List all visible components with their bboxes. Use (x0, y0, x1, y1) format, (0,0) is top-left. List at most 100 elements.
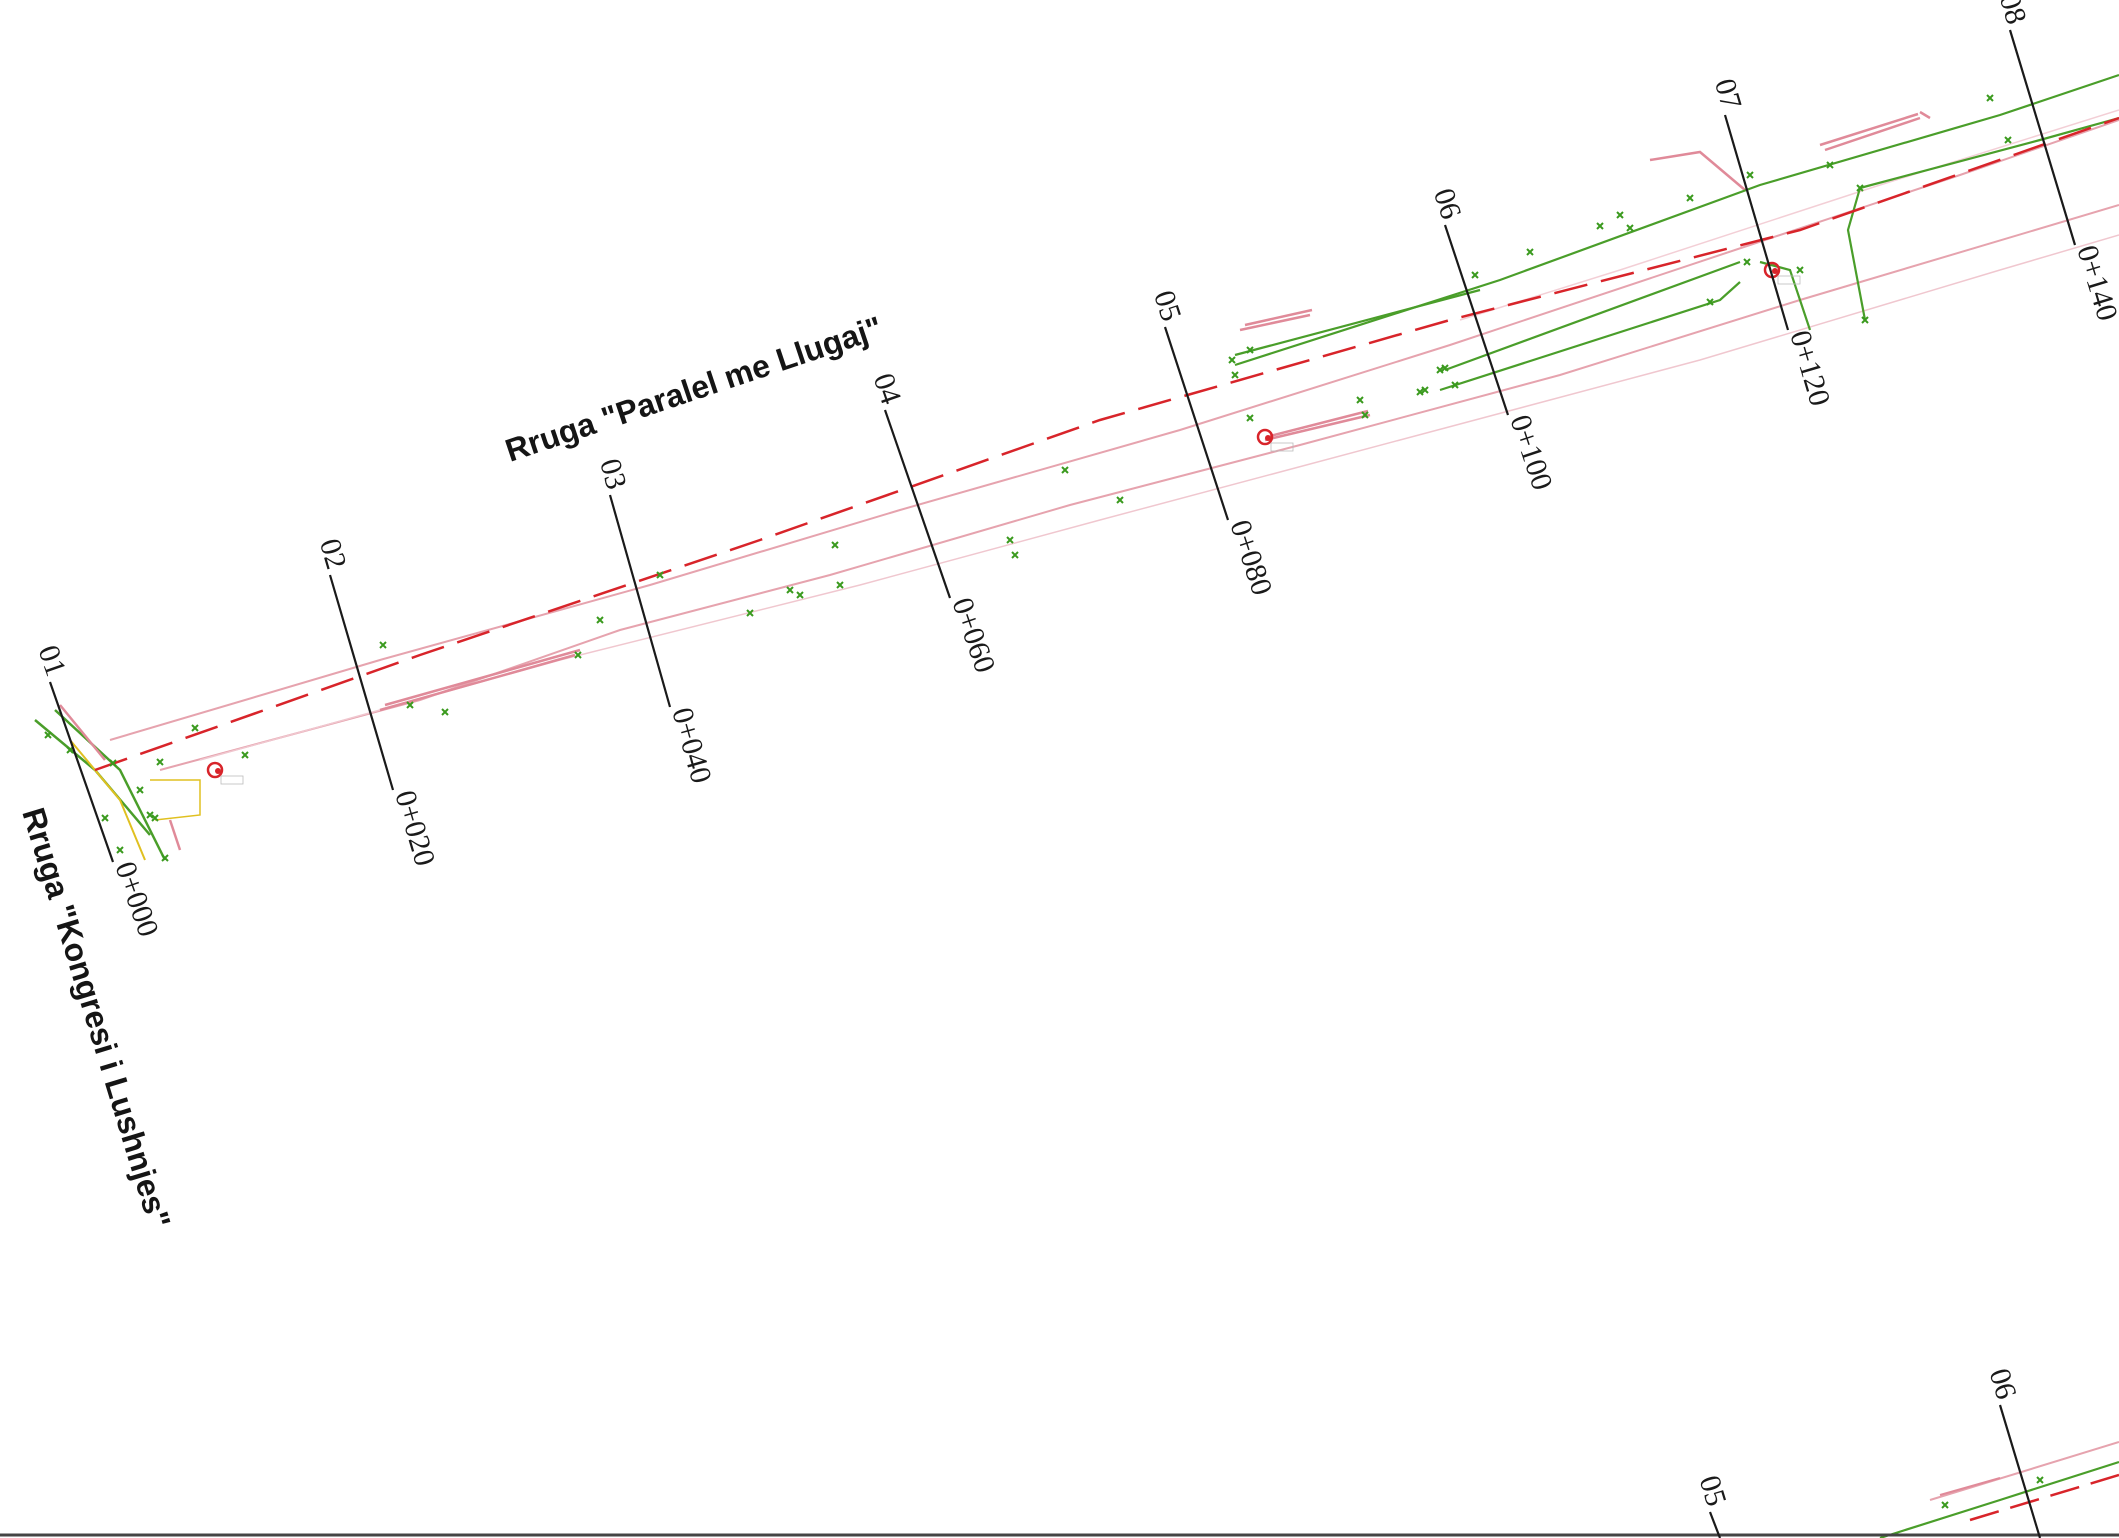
survey-point (596, 616, 604, 624)
survey-point (406, 701, 414, 709)
road-geometry (0, 73, 2119, 1538)
section-chainage-label: 0+000 (108, 857, 165, 941)
survey-point (1796, 266, 1804, 274)
survey-point (1246, 414, 1254, 422)
section-line-03 (608, 494, 672, 708)
junction-pink (59, 704, 182, 851)
lower-section-id-label: 05 (1693, 1472, 1733, 1510)
survey-point (1421, 386, 1429, 394)
survey-point (1986, 94, 1994, 102)
survey-point (136, 786, 144, 794)
road-edge-lower-2 (1439, 281, 1741, 392)
survey-point (151, 814, 159, 822)
pole-icon (1256, 428, 1294, 452)
survey-point (1061, 466, 1069, 474)
survey-point (1436, 366, 1444, 374)
pole-icon (206, 761, 244, 785)
survey-point (656, 571, 664, 579)
lower-cross-sections: 05 06 (1693, 1365, 2042, 1538)
survey-point (1616, 211, 1624, 219)
section-line-02 (328, 574, 395, 791)
wall-segment (379, 110, 1931, 712)
section-chainage-label: 0+020 (388, 787, 441, 870)
survey-point (109, 759, 117, 767)
section-id-label: 05 (1147, 286, 1188, 325)
survey-point (1706, 298, 1714, 306)
survey-point (1246, 346, 1254, 354)
survey-point (1526, 248, 1534, 256)
lower-road-edge (1879, 1460, 2119, 1538)
survey-point (44, 731, 52, 739)
street-name-side: Rruga "Kongresi i Lushnjes" (15, 804, 177, 1233)
section-line-01 (48, 681, 115, 863)
section-id-label: 06 (1427, 184, 1468, 223)
survey-point (241, 751, 249, 759)
survey-point (1743, 258, 1751, 266)
survey-point (1471, 271, 1479, 279)
road-edge-upper (1234, 73, 2119, 367)
section-chainage-label: 0+140 (2070, 241, 2119, 324)
survey-point (1116, 496, 1124, 504)
survey-point (746, 609, 754, 617)
survey-point (836, 581, 844, 589)
survey-point (1941, 1501, 1949, 1509)
survey-point (146, 811, 154, 819)
survey-point (1228, 356, 1236, 364)
survey-point (831, 541, 839, 549)
road-axis (94, 116, 2119, 772)
survey-point (1856, 184, 1864, 192)
road-edge-junction-2 (54, 709, 167, 861)
section-line-06 (1443, 224, 1510, 416)
section-chainage-label: 0+120 (1783, 327, 1836, 410)
cross-sections: 01 0+000 02 0+020 03 0+040 04 0+060 05 0+080 06 0+1… (31, 0, 2119, 941)
survey-point (1011, 551, 1019, 559)
road-edge-lower (1444, 260, 1741, 372)
survey-point (161, 854, 169, 862)
road-edge-right (1859, 116, 2119, 190)
sidewalk-edge-upper (109, 119, 2119, 741)
section-id-label: 03 (593, 455, 633, 493)
survey-point (101, 814, 109, 822)
section-line-05 (1163, 326, 1230, 521)
lower-section-line-06 (1998, 1404, 2042, 1538)
survey-point (441, 708, 449, 716)
section-id-label: 01 (31, 641, 72, 680)
survey-point (1231, 371, 1239, 379)
survey-point (1451, 381, 1459, 389)
survey-point (574, 651, 582, 659)
section-chainage-label: 0+040 (665, 704, 718, 787)
section-line-07 (1723, 114, 1790, 331)
sidewalk-edge-lower-2 (199, 234, 2119, 761)
survey-point (1596, 222, 1604, 230)
section-id-label: 02 (313, 535, 353, 573)
survey-point (2004, 136, 2012, 144)
road-edge-upper-2 (1234, 288, 1481, 357)
survey-point (1416, 388, 1424, 396)
survey-point (786, 586, 794, 594)
survey-point (379, 641, 387, 649)
lower-section-id-label: 06 (1983, 1365, 2023, 1403)
lower-road-axis (1969, 1473, 2119, 1522)
section-line-08 (2008, 29, 2077, 246)
yellow-box (150, 779, 201, 821)
road-edge-right-curb (1846, 187, 1867, 321)
section-line-04 (883, 409, 952, 599)
section-id-label: 04 (867, 369, 908, 408)
survey-point (1356, 396, 1364, 404)
survey-points (44, 94, 2044, 1509)
survey-point (116, 846, 124, 854)
survey-point (1861, 316, 1869, 324)
section-id-label: 07 (1708, 75, 1748, 113)
lower-sidewalk (1929, 1441, 2119, 1501)
survey-point (1746, 171, 1754, 179)
street-name-main: Rruga "Paralel me Llugaj" (501, 309, 887, 468)
survey-point (1361, 411, 1369, 419)
section-chainage-label: 0+100 (1503, 411, 1559, 494)
lower-sidewalk-2 (1939, 1477, 2001, 1496)
section-chainage-label: 0+060 (945, 594, 1001, 677)
survey-point (1686, 194, 1694, 202)
survey-point (2036, 1476, 2044, 1484)
property-line-upper (1459, 109, 2119, 321)
survey-point (1826, 161, 1834, 169)
